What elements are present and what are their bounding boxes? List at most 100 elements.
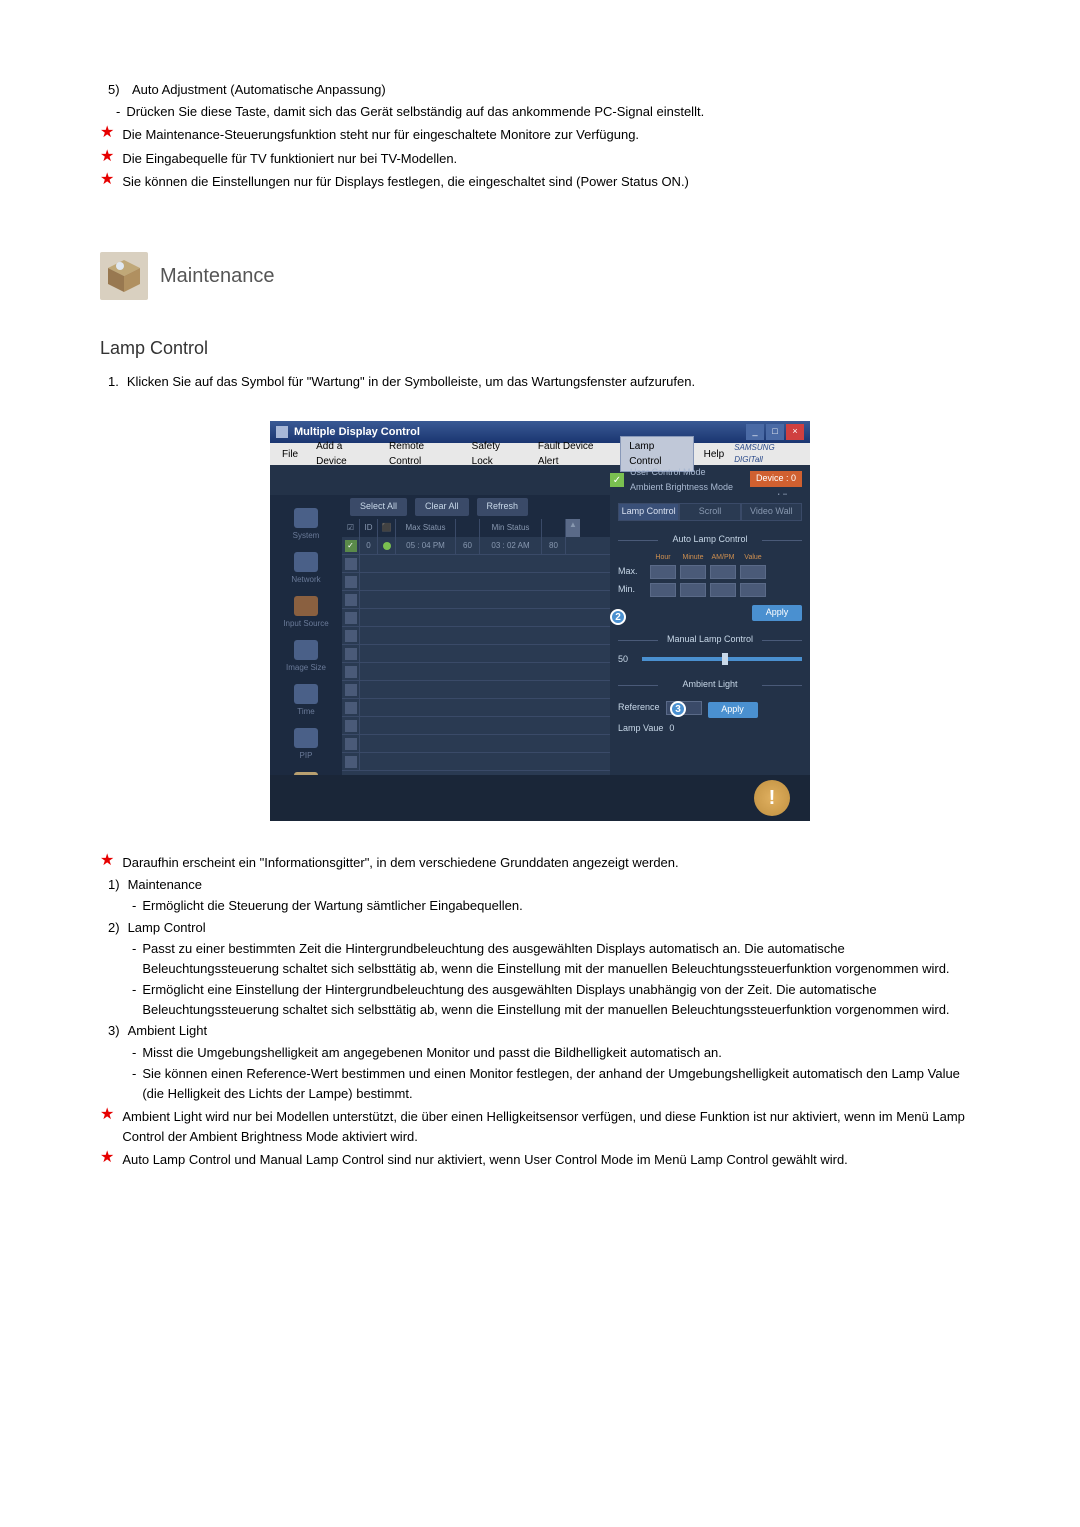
menu-safety[interactable]: Safety Lock [464,437,528,471]
table-row [342,699,610,717]
row-checkbox[interactable]: ✓ [342,537,360,554]
nav-system[interactable]: System [270,503,342,547]
nav-pip[interactable]: PIP [270,723,342,767]
apply-button[interactable]: Apply [752,605,802,621]
list-num: 1) [108,875,120,895]
table-row [342,591,610,609]
intro-list: 1. Klicken Sie auf das Symbol für "Wartu… [100,372,980,392]
table-row [342,573,610,591]
slider-track[interactable] [642,657,802,661]
refresh-button[interactable]: Refresh [477,498,529,516]
max-ampm-input[interactable] [710,565,736,579]
select-all-button[interactable]: Select All [350,498,407,516]
menubar: File Add a Device Remote Control Safety … [270,443,810,465]
th-status: ⬛ [378,519,396,537]
hdr-hour: Hour [650,553,676,564]
panel-title: Ambient Light [618,678,802,692]
clear-all-button[interactable]: Clear All [415,498,469,516]
brand-label: SAMSUNG DIGITall [734,442,806,466]
menu-add-device[interactable]: Add a Device [308,437,379,471]
alert-icon: ! [754,780,790,816]
table-row [342,645,610,663]
time-headers: Hour Minute AM/PM Value [650,553,802,564]
tab-scroll[interactable]: Scroll [679,503,740,521]
nav-image[interactable]: Image Size [270,635,342,679]
nav-time[interactable]: Time [270,679,342,723]
nav-label: System [293,530,320,542]
row-n2: 80 [542,537,566,554]
th-n1 [456,519,480,537]
table-row [342,609,610,627]
lamp-value-row: Lamp Vaue 0 [618,722,802,736]
scroll-up[interactable]: ▲ [566,519,580,537]
star-text: Daraufhin erscheint ein "Informationsgit… [122,851,980,873]
menu-remote[interactable]: Remote Control [381,437,462,471]
menu-fault[interactable]: Fault Device Alert [530,437,618,471]
sidebar: System Network Input Source Image Size [270,495,342,821]
hdr-value: Value [740,553,766,564]
reference-row: Reference Apply [618,698,802,718]
max-min-input[interactable] [680,565,706,579]
nav-label: Image Size [286,662,326,674]
min-value-input[interactable] [740,583,766,597]
sub-item: - Misst die Umgebungshelligkeit am angeg… [132,1043,980,1063]
list-text: Auto Adjustment (Automatische Anpassung) [132,80,980,100]
star-note-4: ★ Daraufhin erscheint ein "Informationsg… [100,851,980,873]
th-n2 [542,519,566,537]
slider-thumb[interactable] [722,653,728,665]
row-max: 05 : 04 PM [396,537,456,554]
star-note-2: ★ Die Eingabequelle für TV funktioniert … [100,147,980,169]
min-min-input[interactable] [680,583,706,597]
sub-list: - Ermöglicht die Steuerung der Wartung s… [132,896,980,916]
max-hour-input[interactable] [650,565,676,579]
bottom-bar: ! [270,775,810,821]
max-value-input[interactable] [740,565,766,579]
minimize-button[interactable]: _ [746,424,764,440]
dash: - [132,896,136,916]
list-num: 5) [108,80,124,100]
list-item-5: 5) Auto Adjustment (Automatische Anpassu… [100,80,980,100]
star-note-5: ★ Ambient Light wird nur bei Modellen un… [100,1105,980,1146]
th-checkbox: ☑ [342,519,360,537]
close-button[interactable]: × [786,424,804,440]
star-icon: ★ [100,170,114,189]
badge-3: 3 [670,701,686,717]
apply-button[interactable]: Apply [708,702,758,718]
panel-title: Manual Lamp Control [618,633,802,647]
ambient-panel: Ambient Light Reference Apply Lamp Vaue … [618,678,802,735]
mode-checkbox[interactable]: ✓ [610,473,624,487]
row-min: 03 : 02 AM [480,537,542,554]
menu-file[interactable]: File [274,445,306,464]
list-item-3: 3) Ambient Light [100,1021,980,1041]
tab-video[interactable]: Video Wall [741,503,802,521]
list-num: 2) [108,918,120,938]
list-item-2: 2) Lamp Control [100,918,980,938]
auto-lamp-panel: Auto Lamp Control Hour Minute AM/PM Valu… [618,533,802,621]
sub-text: Passt zu einer bestimmten Zeit die Hinte… [142,939,980,978]
reference-label: Reference [618,701,660,715]
table-row [342,735,610,753]
list-text: Lamp Control [128,918,980,938]
dash: - [132,939,136,978]
screenshot-wrapper: Multiple Display Control _ □ × File Add … [270,421,810,821]
slider-value: 50 [618,653,636,667]
star-text: Die Eingabequelle für TV funktioniert nu… [122,147,980,169]
mode1: User Control Mode [630,466,733,480]
menu-help[interactable]: Help [696,445,733,464]
min-ampm-input[interactable] [710,583,736,597]
section-header: Maintenance [100,252,980,300]
sub-text: Misst die Umgebungshelligkeit am angegeb… [142,1043,722,1063]
min-hour-input[interactable] [650,583,676,597]
sub-list: - Drücken Sie diese Taste, damit sich da… [116,102,980,122]
dash: - [132,980,136,1019]
nav-input[interactable]: Input Source [270,591,342,635]
nav-network[interactable]: Network [270,547,342,591]
table-row[interactable]: ✓ 0 05 : 04 PM 60 03 : 02 AM 80 [342,537,610,555]
intro-text: Klicken Sie auf das Symbol für "Wartung"… [127,372,695,392]
sub-text: Drücken Sie diese Taste, damit sich das … [126,102,704,122]
nav-label: Network [291,574,320,586]
tab-lamp[interactable]: Lamp Control [618,503,679,521]
maximize-button[interactable]: □ [766,424,784,440]
hdr-ampm: AM/PM [710,553,736,564]
hdr-minute: Minute [680,553,706,564]
